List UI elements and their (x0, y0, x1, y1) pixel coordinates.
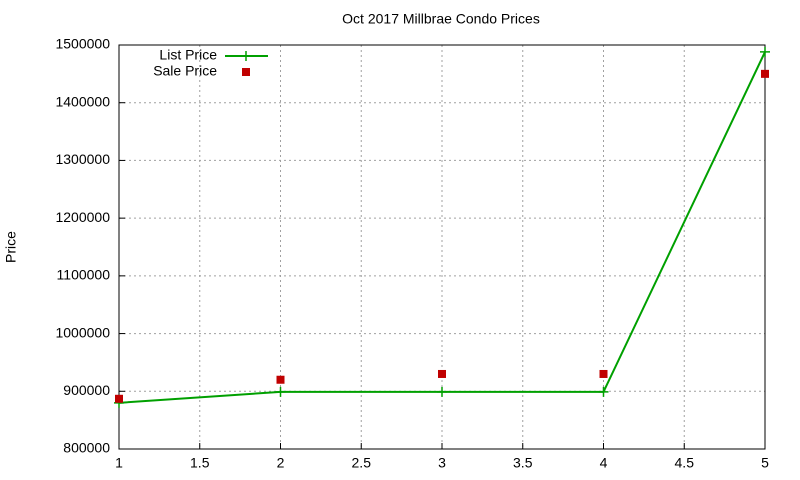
legend-label: Sale Price (153, 63, 217, 79)
x-tick-label: 1 (115, 455, 123, 471)
point (275, 386, 286, 397)
x-tick-label: 1.5 (190, 455, 210, 471)
legend-marker (242, 68, 250, 76)
chart-title: Oct 2017 Millbrae Condo Prices (342, 11, 540, 27)
legend-label: List Price (159, 47, 217, 63)
y-tick-label: 1200000 (55, 209, 110, 225)
y-tick-label: 1300000 (55, 151, 110, 167)
x-tick-label: 3 (438, 455, 446, 471)
point (761, 69, 769, 78)
y-axis-label: Price (3, 231, 19, 263)
point (438, 369, 446, 378)
y-tick-label: 800000 (63, 440, 110, 456)
plot-frame (118, 44, 766, 450)
y-tick-label: 1500000 (55, 36, 110, 52)
y-tick-label: 1100000 (57, 267, 111, 283)
point (115, 394, 123, 403)
point (599, 369, 608, 378)
point (598, 386, 609, 397)
y-tick-label: 1400000 (55, 93, 110, 109)
legend-marker (241, 51, 251, 61)
x-tick-label: 3.5 (513, 455, 533, 471)
point (437, 386, 447, 397)
y-tick-label: 1000000 (55, 324, 110, 340)
y-tick-label: 900000 (63, 382, 110, 398)
point (276, 375, 285, 384)
x-tick-label: 2 (277, 455, 285, 471)
x-tick-label: 4.5 (675, 455, 695, 471)
point (760, 46, 770, 57)
x-tick-label: 4 (600, 455, 608, 471)
x-tick-label: 5 (761, 455, 769, 471)
x-tick-label: 2.5 (352, 455, 372, 471)
